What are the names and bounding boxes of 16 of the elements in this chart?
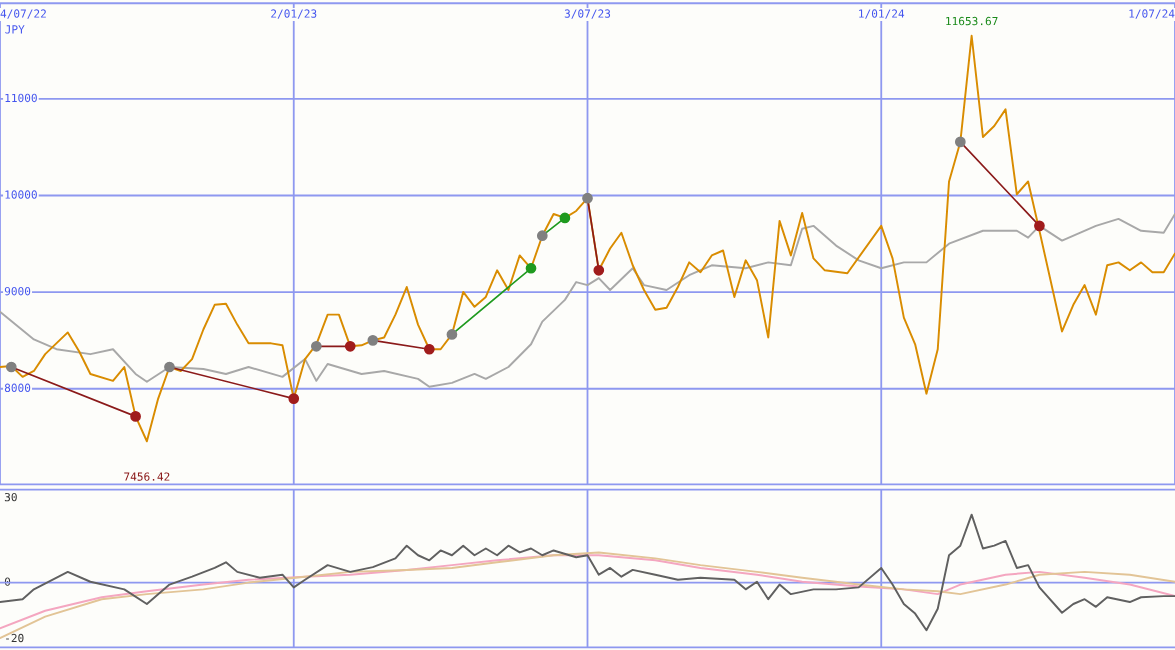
y-axis-title: JPY bbox=[5, 25, 25, 34]
y-tick-label: 11000 bbox=[5, 93, 37, 103]
y-tick-label: 10000 bbox=[5, 190, 37, 199]
line-series bbox=[0, 513, 1175, 632]
y-tick-label: -20 bbox=[6, 633, 24, 643]
line-series bbox=[0, 34, 1175, 443]
x-tick-label: 1/07/24 bbox=[1129, 9, 1175, 19]
x-tick-label: 1/01/24 bbox=[859, 9, 905, 19]
x-tick-label: 4/07/22 bbox=[0, 9, 46, 19]
annotation: 7456.42 bbox=[124, 472, 170, 481]
y-tick-label: 9000 bbox=[4, 286, 31, 296]
y-tick-label: 8000 bbox=[4, 383, 31, 392]
annotation: 11653.67 bbox=[946, 16, 998, 26]
x-tick-label: 2/01/23 bbox=[271, 9, 317, 19]
x-tick-label: 3/07/23 bbox=[564, 9, 611, 19]
y-tick-label: 30 bbox=[4, 492, 17, 502]
